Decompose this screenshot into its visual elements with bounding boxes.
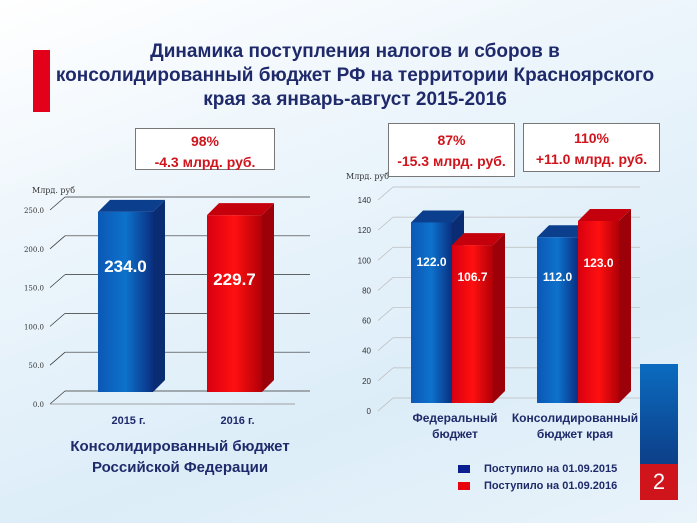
left-xtick-label: 2015 г. [111,415,145,427]
right-depth-line [377,367,394,382]
left-depth-line [49,274,66,288]
right-bar-2015-0-top [411,210,464,223]
left-depth-line [49,235,66,250]
right-ytick-label: 80 [362,286,371,295]
left-bar-2015-side [153,199,165,392]
left-bar-2016 [207,215,262,392]
right-depth-line [377,186,394,201]
right-depth-line [377,247,394,261]
left-chart-caption: Консолидированный бюджет Российской Феде… [70,438,290,476]
right-bar-2016-0 [452,245,493,403]
right-bar-2015-1 [537,237,578,403]
right-ytick-label: 40 [362,347,371,356]
right-ytick-label: 0 [367,407,372,416]
left-depth-line [49,351,66,366]
category-regional: Консолидированный бюджет края [511,411,639,441]
left-ytick-label: 100.0 [24,323,44,331]
left-ytick-label: 150.0 [24,285,44,293]
left-ytick-label: 50.0 [28,362,44,370]
regional-change-pct: 110% [573,130,610,146]
federal-change-pct: 87% [437,132,466,148]
left-bar-2016-label: 229.7 [213,270,256,289]
regional-change-box: 110% +11.0 млрд. руб. [523,123,660,172]
right-ytick-label: 60 [362,317,371,326]
red-accent-bar [33,50,50,112]
page-number: 2 [640,464,678,500]
right-depth-line [377,216,394,231]
left-bar-2016-side [262,203,274,392]
right-bar-2016-1-side [619,208,631,403]
left-depth-line [49,196,66,211]
right-bar-2016-0-side [493,233,505,403]
regional-change-diff: +11.0 млрд. руб. [535,151,648,167]
legend-swatch-blue [458,465,470,474]
left-bar-2015-label: 234.0 [104,257,147,276]
right-bar-2015-1-label: 112.0 [543,270,573,284]
federal-change-diff: -15.3 млрд. руб. [397,153,506,169]
right-depth-line [377,307,394,321]
left-xtick-label: 2016 г. [220,415,254,427]
right-bar-2015-0-label: 122.0 [416,255,446,269]
left-change-diff: -4.3 млрд. руб. [154,154,256,170]
left-bar-2015-top [98,199,165,212]
right-bar-2016-1 [578,220,619,403]
left-bar-2016-top [207,203,274,216]
decor-blue-block [640,364,678,464]
right-ytick-label: 140 [358,196,372,205]
left-change-pct: 98% [190,133,220,149]
left-depth-line [49,390,66,405]
left-bar-2015 [98,211,153,392]
slide-title: Динамика поступления налогов и сборов в … [55,41,655,110]
left-depth-line [49,313,66,327]
left-y-axis-unit: Млрд. руб [32,186,75,195]
right-bar-2016-0-top [452,233,505,246]
right-depth-line [377,337,394,351]
left-ytick-label: 0.0 [33,401,44,409]
left-change-box: 98% -4.3 млрд. руб. [135,128,275,170]
federal-change-box: 87% -15.3 млрд. руб. [388,123,515,177]
left-ytick-label: 250.0 [24,207,44,215]
category-federal: Федеральный бюджет [412,411,498,441]
right-ytick-label: 100 [358,256,372,265]
right-bar-2016-0-label: 106.7 [457,270,487,284]
right-ytick-label: 20 [362,377,371,386]
right-bar-2016-1-top [578,208,631,221]
right-bar-2015-0 [411,222,452,403]
right-depth-line [377,277,394,291]
right-bar-2015-1-top [537,225,590,238]
legend-item-2016: Поступило на 01.09.2016 [458,480,617,492]
legend-item-2015: Поступило на 01.09.2015 [458,463,617,475]
right-bar-2016-1-label: 123.0 [583,256,613,270]
right-depth-line [377,397,394,412]
right-ytick-label: 120 [358,226,372,235]
left-ytick-label: 200.0 [24,246,44,254]
legend-swatch-red [458,482,470,491]
right-y-axis-unit: Млрд. руб [346,172,389,181]
